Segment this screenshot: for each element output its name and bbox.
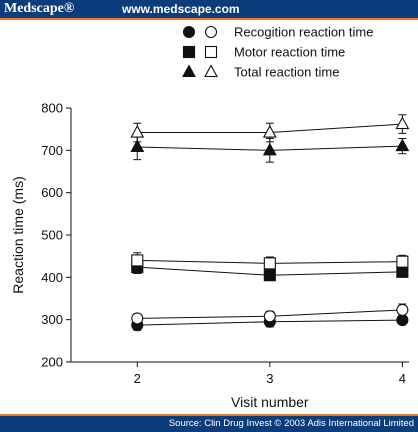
series-circle-open bbox=[131, 303, 409, 325]
series-triangle-filled bbox=[130, 133, 410, 163]
data-point bbox=[131, 254, 144, 267]
legend-item-square: Motor reaction time bbox=[182, 45, 345, 60]
series-square-open bbox=[131, 252, 409, 271]
y-tick-label: 600 bbox=[41, 185, 63, 200]
reaction-time-chart: Recogition reaction time Motor reaction t… bbox=[10, 25, 410, 410]
footer-bar: Source: Clin Drug Invest © 2003 Adis Int… bbox=[0, 414, 418, 432]
legend-item-triangle: Total reaction time bbox=[182, 64, 340, 80]
series-triangle-open bbox=[130, 114, 410, 143]
legend-label: Total reaction time bbox=[234, 65, 340, 80]
legend-marker-open bbox=[204, 25, 218, 39]
legend-marker-filled bbox=[182, 64, 196, 78]
axes: 200 300 400 500 600 700 800 2 3 4 bbox=[41, 101, 409, 386]
x-tick-label: 3 bbox=[266, 371, 273, 386]
data-point bbox=[395, 138, 410, 152]
legend-marker-open bbox=[204, 45, 218, 59]
legend-label: Motor reaction time bbox=[234, 45, 345, 60]
legend-marker-filled bbox=[182, 45, 196, 59]
y-axis-title: Reaction time (ms) bbox=[10, 176, 26, 293]
x-tick-label: 2 bbox=[134, 371, 141, 386]
data-point bbox=[263, 269, 276, 282]
y-tick-label: 800 bbox=[41, 101, 63, 116]
data-point bbox=[263, 310, 276, 323]
data-point bbox=[262, 124, 277, 138]
y-tick-label: 200 bbox=[41, 355, 63, 370]
data-point bbox=[130, 139, 145, 152]
x-tick-label: 4 bbox=[399, 371, 406, 386]
legend: Recogition reaction time Motor reaction t… bbox=[182, 25, 373, 80]
data-point bbox=[395, 116, 410, 130]
data-point bbox=[262, 142, 277, 156]
data-point bbox=[263, 257, 276, 270]
medscape-logo: Medscape® bbox=[4, 1, 75, 16]
data-point bbox=[396, 255, 409, 268]
plot-area bbox=[130, 114, 410, 332]
legend-marker-filled bbox=[182, 25, 196, 39]
data-point bbox=[130, 124, 145, 138]
y-tick-label: 700 bbox=[41, 143, 63, 158]
y-tick-label: 300 bbox=[41, 312, 63, 327]
header-bar: Medscape® www.medscape.com bbox=[0, 0, 418, 20]
site-url: www.medscape.com bbox=[122, 2, 240, 16]
data-point bbox=[131, 312, 144, 325]
legend-label: Recogition reaction time bbox=[234, 25, 373, 40]
y-tick-label: 500 bbox=[41, 228, 63, 243]
y-tick-label: 400 bbox=[41, 270, 63, 285]
legend-item-circle: Recogition reaction time bbox=[182, 25, 373, 40]
legend-marker-open bbox=[204, 64, 218, 78]
data-point bbox=[396, 303, 409, 316]
source-credit: Source: Clin Drug Invest © 2003 Adis Int… bbox=[168, 418, 414, 429]
x-axis-title: Visit number bbox=[231, 394, 309, 410]
